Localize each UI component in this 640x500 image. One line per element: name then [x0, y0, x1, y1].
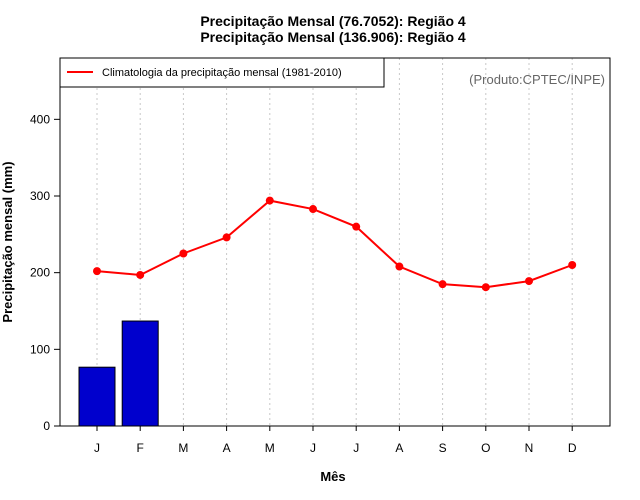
x-tick-label: J — [353, 441, 359, 455]
climatology-line-group — [93, 196, 577, 292]
y-axis: 0 100 200 300 400 — [30, 112, 60, 433]
x-tick-label: S — [439, 441, 447, 455]
bar-f-1 — [121, 320, 159, 427]
credit-text: (Produto:CPTEC/INPE) — [469, 72, 605, 87]
x-tick-label: D — [568, 441, 577, 455]
chart-title-line-1: Precipitação Mensal (76.7052): Região 4 — [200, 13, 466, 29]
x-tick-label: A — [395, 441, 403, 455]
climatology-point — [93, 267, 101, 276]
climatology-point — [136, 270, 145, 279]
legend: Climatologia da precipitação mensal (198… — [59, 57, 385, 88]
y-tick-label: 100 — [30, 342, 50, 356]
climatology-point — [309, 205, 317, 214]
y-tick-label: 300 — [30, 189, 50, 203]
climatology-point — [568, 261, 577, 269]
x-tick-label: J — [310, 441, 316, 455]
chart-title-line-2: Precipitação Mensal (136.906): Região 4 — [200, 29, 466, 45]
legend-label: Climatologia da precipitação mensal (198… — [102, 67, 342, 79]
climatology-point — [481, 283, 490, 292]
y-tick-label: 400 — [30, 112, 50, 126]
bars-group — [78, 320, 159, 427]
climatology-line — [96, 199, 573, 289]
x-tick-label: J — [94, 441, 100, 455]
climatology-point — [265, 196, 274, 205]
climatology-point — [179, 249, 188, 258]
climatology-point — [525, 277, 533, 286]
x-tick-label: M — [178, 441, 188, 455]
x-axis-label: Mês — [320, 469, 345, 484]
y-tick-label: 200 — [30, 266, 50, 280]
climatology-point — [222, 233, 231, 242]
y-axis-label: Precipitação mensal (mm) — [0, 161, 15, 322]
bar-j-0 — [78, 366, 116, 427]
x-tick-label: O — [481, 441, 490, 455]
climatology-point — [352, 222, 361, 231]
x-tick-label: M — [265, 441, 275, 455]
climatology-point — [395, 262, 404, 271]
x-tick-label: F — [137, 441, 144, 455]
x-tick-label: N — [525, 441, 534, 455]
x-tick-label: A — [223, 441, 231, 455]
legend-box — [59, 57, 385, 88]
y-tick-label: 0 — [43, 419, 50, 433]
climatology-point — [438, 280, 447, 289]
grid-lines — [96, 58, 573, 426]
